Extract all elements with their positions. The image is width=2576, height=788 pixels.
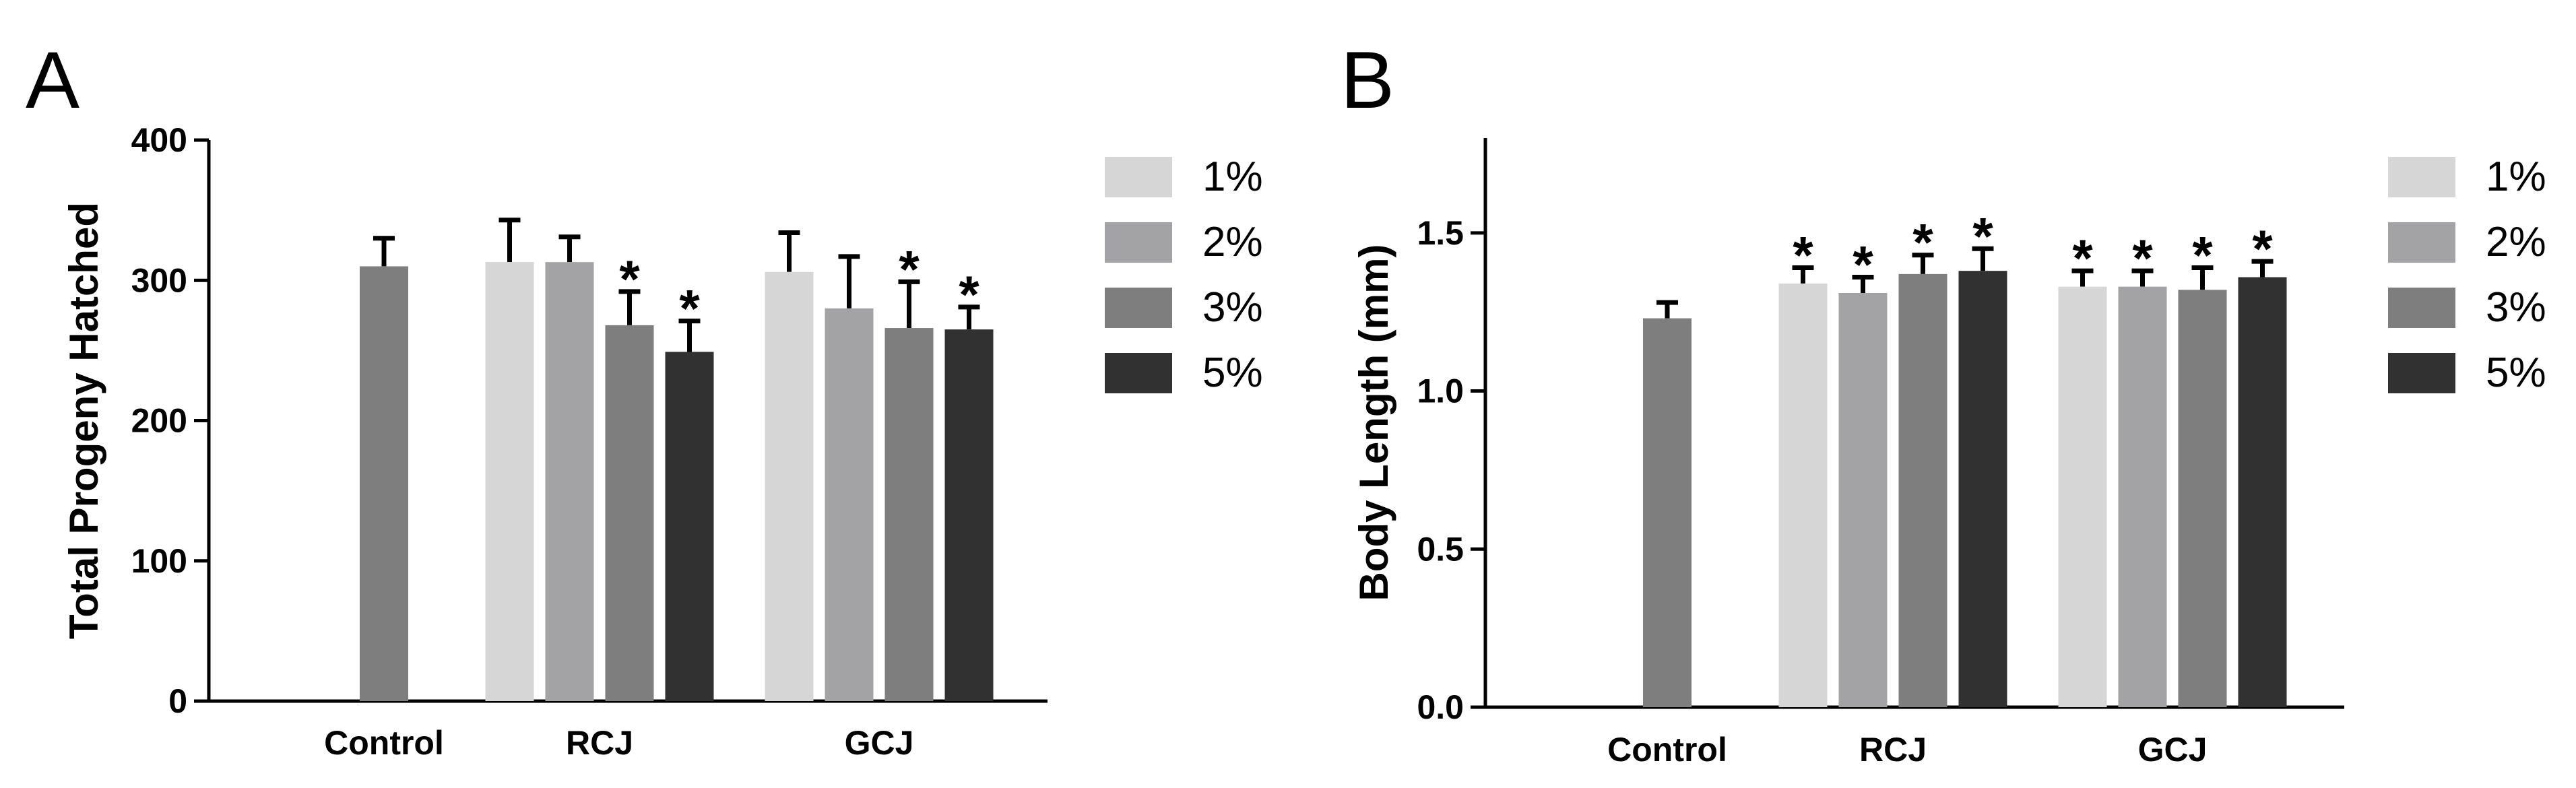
panel-a-bar-rcj-3pct (605, 325, 654, 701)
panel-a-legend-swatch (1105, 157, 1172, 197)
panel-b-y-axis-title: Body Length (mm) (1351, 244, 1396, 601)
panel-b-label: B (1341, 35, 1394, 125)
panel-b-bar-gcj-5pct-significance-star: * (2252, 219, 2273, 278)
panel-b-x-category-label: GCJ (2138, 731, 2208, 768)
panel-a-y-tick-label: 100 (131, 542, 187, 580)
panel-a-x-category-label: Control (324, 724, 444, 762)
panel-a-legend-label: 3% (1202, 284, 1263, 331)
panel-b-y-tick-label: 0.0 (1417, 688, 1464, 726)
panel-a-bar-rcj-5pct (665, 352, 714, 701)
panel-b-bar-rcj-2pct (1838, 293, 1888, 707)
panel-b-bar-rcj-1pct (1778, 283, 1828, 707)
panel-b-legend-label: 5% (2486, 350, 2546, 396)
panel-b-y-tick-label: 1.5 (1417, 214, 1464, 252)
panel-a-bar-gcj-5pct (944, 329, 994, 701)
panel-a-legend-swatch (1105, 288, 1172, 328)
panel-a-bar-chart: A Total Progeny Hatched 0 100 200 300 400 * * * * C… (26, 35, 1263, 762)
panel-a-y-tick-label: 0 (168, 682, 187, 720)
panel-a-y-tick-label: 400 (131, 121, 187, 159)
panel-b-bar-chart: B Body Length (mm) 0.0 0.5 1.0 1.5 * * * * * * * * Con… (1341, 35, 2546, 768)
panel-b-bar-gcj-2pct-significance-star: * (2132, 228, 2153, 288)
panel-b-bar-rcj-3pct (1898, 273, 1947, 708)
panel-a-y-axis-title: Total Progeny Hatched (61, 202, 106, 639)
panel-b-legend-swatch (2388, 353, 2455, 393)
panel-a-legend-swatch (1105, 353, 1172, 393)
panel-b-x-category-label: Control (1607, 731, 1727, 768)
panel-a-label: A (26, 35, 79, 125)
panel-b-bar-gcj-1pct-significance-star: * (2072, 228, 2093, 288)
panel-a-bar-rcj-2pct (545, 262, 594, 701)
panel-b-legend-swatch (2388, 288, 2455, 328)
panel-a-bar-gcj-3pct-significance-star: * (899, 239, 920, 298)
panel-b-legend-label: 2% (2486, 219, 2546, 265)
panel-a-x-category-label: RCJ (566, 724, 633, 762)
panel-b-legend-label: 3% (2486, 284, 2546, 331)
panel-a-bar-gcj-2pct (825, 308, 874, 701)
panel-a-bar-rcj-1pct (485, 262, 534, 701)
panel-a-bar-rcj-5pct-significance-star: * (679, 279, 700, 338)
panel-a-y-tick-label: 200 (131, 402, 187, 440)
panel-b-bar-gcj-3pct-significance-star: * (2192, 225, 2213, 284)
panel-b-legend-label: 1% (2486, 154, 2546, 200)
panel-b-bar-gcj-1pct (2058, 286, 2107, 707)
panel-a-bar-gcj-1pct (765, 271, 814, 701)
panel-b-bar-rcj-2pct-significance-star: * (1853, 235, 1873, 294)
panel-b-bar-rcj-3pct-significance-star: * (1912, 213, 1933, 272)
panel-b-y-tick-label: 1.0 (1417, 372, 1464, 410)
panel-a-bar-control (360, 266, 408, 701)
panel-a-bar-gcj-3pct (884, 328, 934, 701)
panel-b-legend-swatch (2388, 222, 2455, 263)
panel-a-y-tick-label: 300 (131, 261, 187, 299)
panel-a-legend-label: 1% (1202, 154, 1263, 200)
panel-b-bar-gcj-2pct (2118, 286, 2167, 707)
panel-b-bar-gcj-3pct (2178, 290, 2227, 707)
panel-a-legend-label: 2% (1202, 219, 1263, 265)
panel-a-x-category-label: GCJ (845, 724, 914, 762)
panel-b-bar-rcj-5pct-significance-star: * (1972, 206, 1993, 265)
panel-b-bar-rcj-1pct-significance-star: * (1793, 225, 1813, 284)
panel-b-legend-swatch (2388, 157, 2455, 197)
panel-b-x-category-label: RCJ (1859, 731, 1927, 768)
panel-b-y-tick-label: 0.5 (1417, 530, 1464, 568)
panel-a-bar-rcj-3pct-significance-star: * (619, 249, 640, 308)
panel-a-legend-swatch (1105, 222, 1172, 263)
panel-b-bar-gcj-5pct (2238, 277, 2287, 707)
panel-a-legend-label: 5% (1202, 350, 1263, 396)
panel-b-bar-control (1643, 318, 1692, 707)
panel-a-bar-gcj-5pct-significance-star: * (959, 265, 979, 324)
panel-b-bar-rcj-5pct (1958, 271, 2007, 708)
